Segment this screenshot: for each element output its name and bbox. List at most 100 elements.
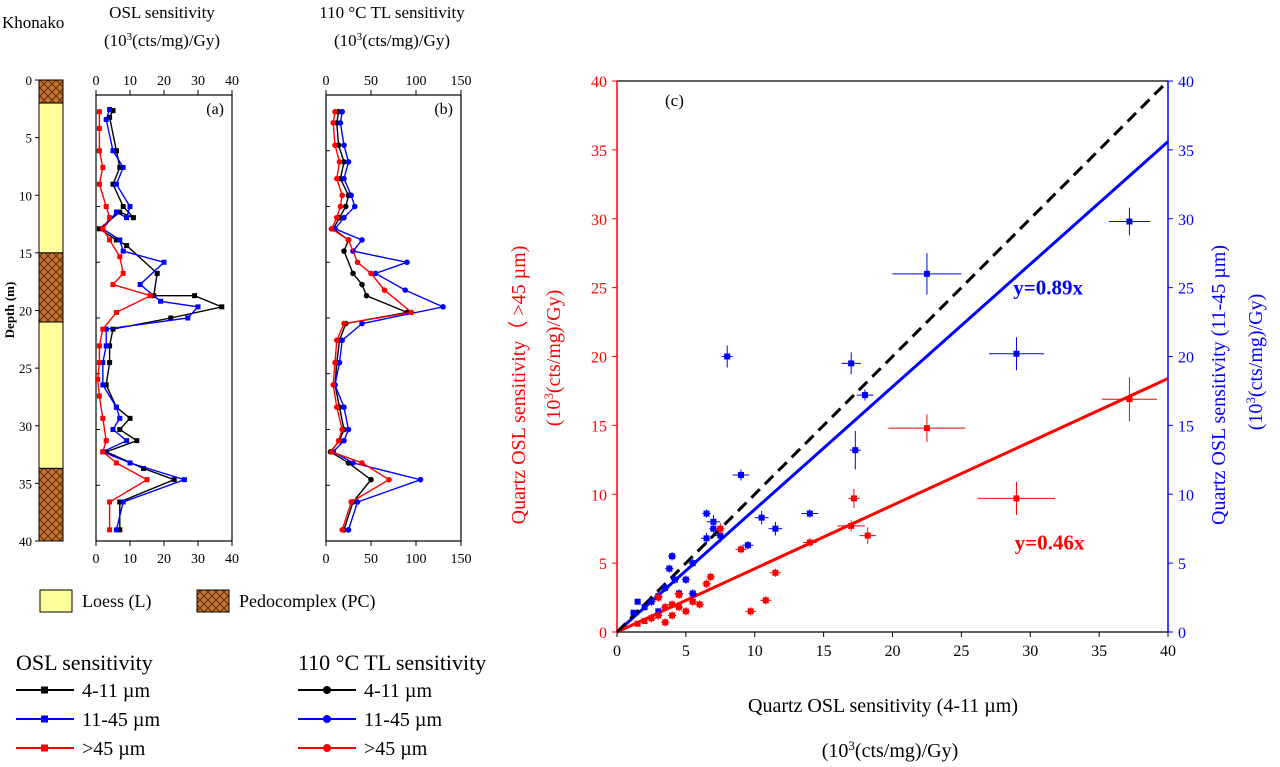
data-point: [110, 326, 116, 332]
x-tick-label-bottom: 30: [191, 552, 205, 567]
panel-c-ylabel-right-units: (103(cts/mg)/Gy): [1243, 294, 1268, 430]
x-tick-label-top: 150: [451, 74, 472, 89]
data-point: [117, 209, 123, 215]
data-point: [408, 309, 415, 316]
y-tick-label-left: 15: [591, 418, 607, 435]
data-point: [127, 460, 133, 466]
data-point: [103, 117, 109, 123]
x-tick-label-bottom: 0: [323, 552, 330, 567]
legend-marker: [41, 715, 48, 723]
panel-a-title: OSL sensitivity: [109, 3, 215, 22]
data-point: [368, 476, 374, 483]
y-tick-label-right: 10: [1178, 487, 1194, 504]
data-point: [737, 471, 744, 478]
data-point: [354, 259, 361, 266]
data-point: [332, 108, 338, 115]
data-point: [1013, 495, 1020, 502]
data-point: [341, 159, 347, 165]
data-point: [96, 226, 102, 232]
data-point: [100, 360, 106, 366]
data-point: [96, 148, 102, 154]
data-point: [130, 215, 136, 221]
legend-marker: [323, 744, 331, 752]
data-point: [192, 293, 198, 299]
y-tick-label-right: 15: [1178, 418, 1194, 435]
data-point: [332, 142, 338, 148]
data-point: [710, 525, 717, 532]
data-point: [696, 601, 703, 608]
strat-unit-loess: [38, 102, 64, 254]
panel-c-xlabel: Quartz OSL sensitivity (4-11 µm): [748, 695, 1018, 717]
data-point: [124, 438, 130, 444]
strat-unit-pedocomplex: [38, 79, 64, 104]
data-point: [328, 226, 335, 232]
data-point: [107, 527, 113, 533]
data-point: [440, 304, 446, 310]
y-tick-label-left: 5: [599, 556, 607, 573]
depth-tick-label: 35: [19, 476, 32, 491]
data-point: [1126, 396, 1133, 403]
strat-unit-loess: [38, 321, 64, 469]
legend-label: 11-45 µm: [82, 709, 160, 731]
data-point: [864, 532, 871, 539]
data-point: [359, 460, 365, 466]
data-point: [337, 203, 344, 210]
panel-c-ylabel-right: Quartz OSL sensitivity (11-45 µm): [1208, 245, 1230, 525]
fit-label-blue: y=0.89x: [1013, 276, 1083, 300]
data-point: [332, 359, 338, 366]
legend-label: 11-45 µm: [364, 709, 442, 731]
x-tick-label: 10: [747, 643, 763, 660]
data-point: [350, 460, 356, 466]
data-point: [110, 181, 116, 187]
data-point: [161, 259, 167, 265]
data-point: [120, 164, 126, 170]
x-tick-label: 35: [1091, 643, 1107, 660]
data-point: [120, 248, 126, 254]
data-point: [703, 580, 710, 587]
data-point: [641, 604, 648, 611]
y-tick-label-right: 5: [1178, 556, 1186, 573]
data-point: [181, 477, 187, 483]
data-point: [417, 476, 424, 483]
data-point: [861, 392, 868, 399]
strat-unit-pedocomplex: [38, 467, 64, 542]
data-point: [345, 426, 352, 433]
data-point: [117, 527, 123, 533]
data-point: [334, 404, 340, 411]
data-point: [744, 542, 751, 549]
data-point: [806, 510, 813, 517]
data-point: [348, 499, 355, 505]
data-point: [339, 337, 346, 344]
data-point: [634, 598, 641, 605]
x-tick-label-top: 10: [123, 74, 137, 89]
panel-c-ylabel-left: Quartz OSL sensitivity（ >45 µm): [507, 246, 530, 525]
data-point: [339, 108, 346, 115]
panel-label: (a): [206, 101, 224, 118]
x-tick-label-bottom: 10: [123, 552, 137, 567]
x-tick-label-top: 40: [225, 74, 239, 89]
data-point: [110, 108, 116, 114]
data-point: [134, 438, 140, 444]
data-point: [107, 106, 113, 112]
y-tick-label-left: 20: [591, 350, 607, 367]
data-point: [117, 164, 123, 170]
panel-b-title: 110 °C TL sensitivity: [319, 3, 465, 22]
data-point: [662, 584, 669, 591]
data-point: [806, 539, 813, 546]
data-point: [772, 569, 779, 576]
data-point: [359, 237, 365, 243]
data-point: [717, 525, 724, 532]
stratigraphic-column: 0 5 10 15 20 25 30 35 40: [19, 73, 64, 549]
x-tick-label-bottom: 150: [451, 552, 472, 567]
strat-unit-pedocomplex: [38, 252, 64, 323]
data-point: [675, 604, 682, 611]
depth-axis-label: Depth (m): [2, 282, 17, 339]
x-tick-label-top: 30: [191, 74, 205, 89]
depth-tick-label: 20: [19, 304, 32, 319]
data-point: [144, 477, 150, 483]
data-point: [689, 560, 696, 567]
data-point: [219, 304, 225, 310]
data-point: [107, 237, 113, 243]
data-point: [345, 159, 352, 165]
